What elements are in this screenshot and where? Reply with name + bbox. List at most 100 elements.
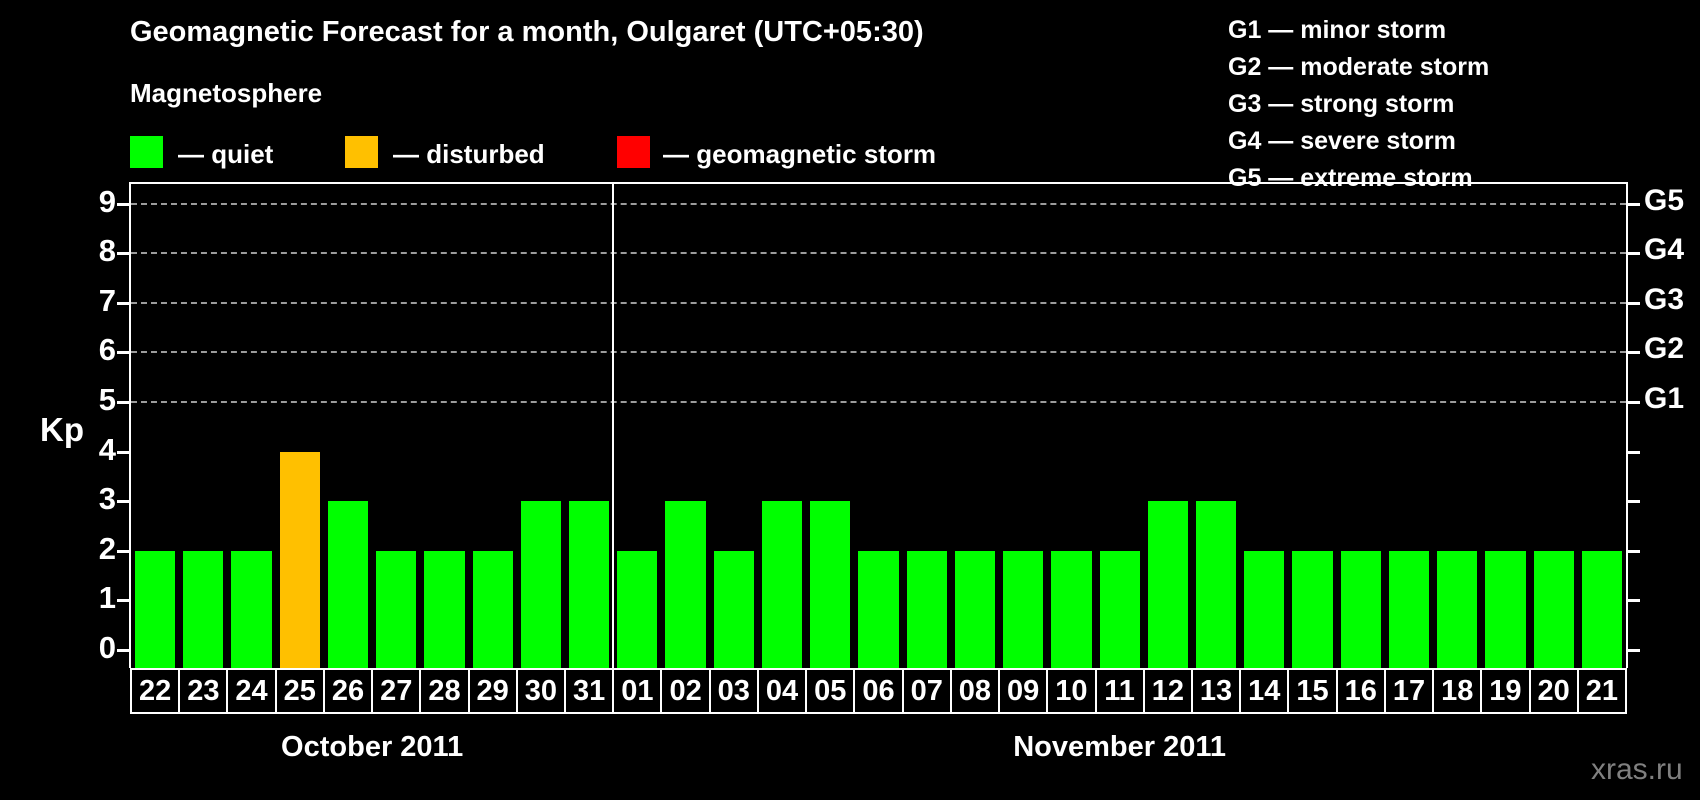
y-axis-tick [117, 401, 129, 404]
g-level-label: G4 [1644, 233, 1685, 267]
day-label: 13 [1190, 668, 1242, 714]
kp-gridline [131, 301, 1626, 304]
month-label: November 2011 [1013, 731, 1227, 763]
right-axis-tick [1628, 649, 1640, 652]
kp-bar [665, 501, 706, 668]
day-label: 22 [130, 668, 181, 714]
day-label: 02 [660, 668, 711, 714]
day-label: 23 [178, 668, 229, 714]
g-legend-row: G3 — strong storm [1228, 90, 1455, 118]
kp-gridline [131, 252, 1626, 255]
right-axis-tick [1628, 351, 1640, 355]
month-label: October 2011 [281, 731, 464, 763]
kp-bar [617, 550, 658, 668]
day-label: 03 [708, 668, 759, 714]
storm-legend-label: — geomagnetic storm [663, 139, 937, 169]
chart-title: Geomagnetic Forecast for a month, Oulgar… [130, 16, 924, 48]
y-tick-label: 8 [98, 233, 116, 269]
g-scale-legend: G1 — minor storm G2 — moderate storm G3 — … [1228, 12, 1489, 197]
kp-bar [1147, 501, 1188, 668]
right-axis-tick [1628, 500, 1640, 504]
y-axis-tick [117, 649, 129, 652]
kp-bar [376, 550, 417, 668]
day-label: 26 [322, 668, 374, 714]
g-level-label: G1 [1644, 382, 1685, 415]
quiet-swatch-icon [130, 136, 163, 168]
kp-bar [1437, 550, 1478, 668]
kp-gridline [131, 202, 1626, 205]
day-label: 17 [1383, 668, 1435, 714]
y-axis-tick [117, 301, 129, 305]
y-tick-label: 5 [98, 382, 116, 417]
y-axis-tick [117, 599, 129, 603]
day-label: 31 [564, 668, 615, 714]
day-label: 04 [756, 668, 808, 714]
kp-bar [810, 501, 851, 668]
y-axis-tick [117, 450, 129, 454]
kp-bar [135, 550, 176, 668]
day-label: 09 [998, 668, 1049, 714]
kp-bar [713, 550, 754, 668]
y-tick-label: 6 [98, 332, 116, 368]
g-level-label: G3 [1644, 282, 1685, 316]
kp-bar [569, 501, 610, 668]
quiet-legend-label: — quiet [178, 139, 274, 169]
day-label: 15 [1287, 668, 1338, 714]
g-legend-row: G1 — minor storm [1228, 16, 1447, 44]
y-tick-label: 7 [98, 282, 116, 318]
kp-bar [279, 451, 320, 668]
y-axis-tick [117, 500, 129, 504]
magnetosphere-label: Magnetosphere [130, 78, 323, 108]
kp-gridline [131, 351, 1626, 354]
kp-bar [906, 550, 947, 668]
day-label: 27 [371, 668, 422, 714]
kp-bar [1485, 550, 1526, 668]
watermark: xras.ru [1591, 753, 1683, 786]
kp-bar [761, 501, 803, 668]
kp-bar [183, 550, 224, 668]
g-level-label: G5 [1644, 183, 1685, 217]
kp-bar [1003, 550, 1044, 668]
kp-bar [1051, 550, 1092, 668]
kp-bar [424, 550, 465, 668]
day-label: 21 [1576, 668, 1627, 714]
g-level-label: G2 [1644, 332, 1685, 366]
y-axis-tick [117, 202, 129, 206]
y-tick-label: 1 [98, 580, 116, 616]
kp-bar [231, 550, 272, 668]
day-label: 07 [901, 668, 952, 714]
day-label: 08 [949, 668, 1001, 714]
storm-swatch-icon [617, 136, 650, 168]
y-tick-label: 9 [98, 183, 116, 219]
kp-bar [1244, 550, 1285, 668]
day-label: 14 [1239, 668, 1290, 714]
y-axis-tick [117, 549, 129, 553]
g-legend-row: G4 — severe storm [1228, 127, 1456, 155]
kp-bar [954, 550, 996, 668]
day-label: 10 [1046, 668, 1097, 714]
day-label: 24 [226, 668, 277, 714]
day-label: 16 [1335, 668, 1386, 714]
kp-bar [1581, 550, 1622, 668]
month-separator-line [612, 184, 615, 668]
day-label: 29 [467, 668, 518, 714]
kp-gridline [131, 401, 1626, 403]
day-label: 12 [1142, 668, 1193, 714]
kp-bar [472, 550, 513, 668]
right-axis-tick [1628, 252, 1640, 256]
day-label: 30 [515, 668, 567, 714]
disturbed-swatch-icon [345, 136, 378, 168]
plot-frame [129, 182, 1628, 668]
right-axis-tick [1628, 599, 1640, 603]
day-label: 05 [805, 668, 856, 714]
right-axis-tick [1628, 450, 1640, 454]
kp-bar [1533, 550, 1574, 668]
right-axis-tick [1628, 401, 1640, 404]
day-label: 28 [419, 668, 470, 714]
kp-bar [1388, 550, 1430, 668]
y-axis-tick [117, 351, 129, 355]
day-label: 01 [612, 668, 663, 714]
kp-bar [1195, 501, 1237, 668]
y-tick-label: 2 [98, 530, 116, 566]
day-label: 11 [1094, 668, 1145, 714]
